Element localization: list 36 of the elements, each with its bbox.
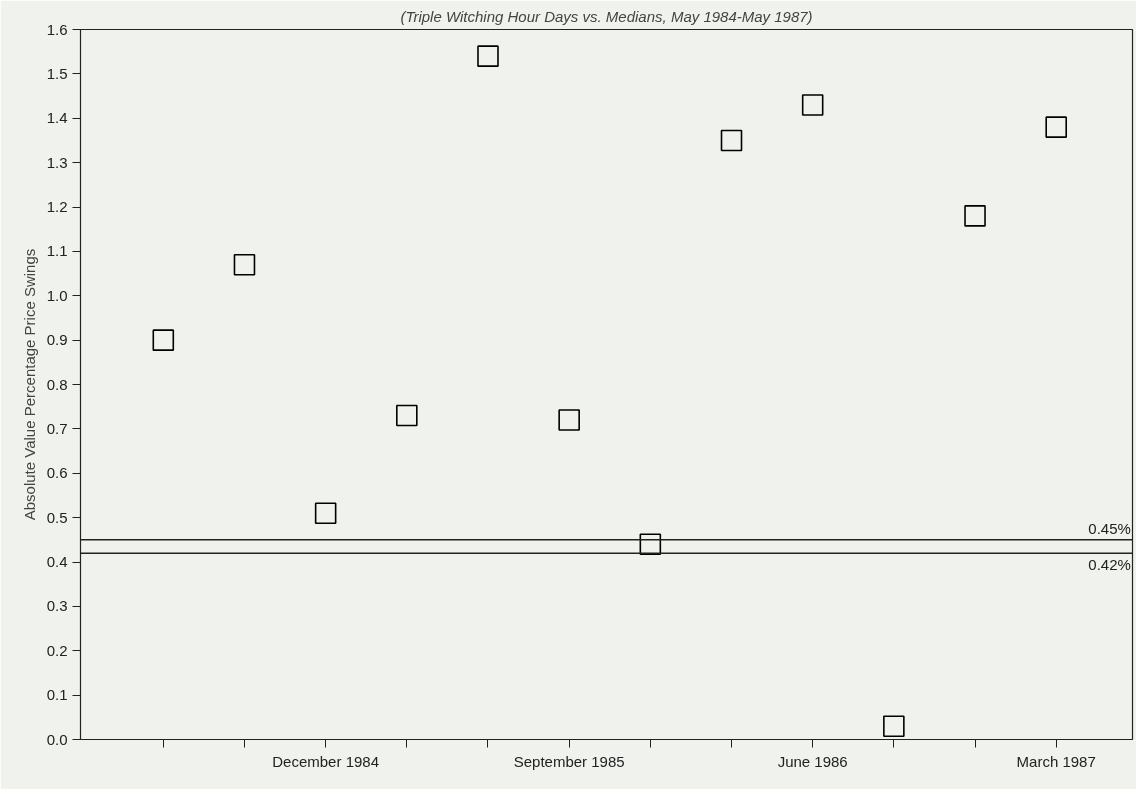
- y-tick-label: 0.0: [46, 730, 68, 748]
- point: [477, 45, 499, 67]
- y-tick-label: 0.7: [46, 419, 68, 437]
- point: [883, 715, 905, 737]
- y-tick-label: 1.6: [46, 20, 68, 38]
- y-tick-label: 0.4: [46, 553, 68, 570]
- point: [558, 409, 580, 431]
- point: [720, 129, 743, 152]
- y-tick-label: 0.3: [46, 597, 68, 615]
- y-tick-label: 1.1: [46, 242, 68, 260]
- y-tick-label: 0.6: [46, 464, 68, 482]
- y-tick-label: 1.2: [46, 198, 68, 215]
- point: [233, 253, 256, 276]
- y-axis-title: Absolute Value Percentage Price Swings: [20, 248, 38, 521]
- y-tick-label: 1.0: [46, 286, 68, 304]
- y-tick-label: 0.9: [46, 331, 68, 349]
- x-tick-label: December 1984: [272, 752, 380, 770]
- point: [1045, 116, 1067, 138]
- point: [152, 329, 175, 351]
- y-tick-label: 0.2: [46, 641, 68, 659]
- point: [801, 94, 824, 116]
- x-tick-label: March 1987: [1016, 752, 1096, 770]
- ref-line-label: 0.45%: [1088, 519, 1131, 537]
- y-tick-label: 1.5: [46, 64, 68, 82]
- x-tick-label: September 1985: [513, 752, 625, 770]
- y-tick-label: 0.8: [46, 375, 68, 393]
- point: [396, 404, 418, 427]
- point: [314, 502, 337, 524]
- chart-title: (Triple Witching Hour Days vs. Medians, May 1984-May 1987): [400, 7, 813, 25]
- y-tick-label: 0.5: [46, 508, 68, 526]
- y-tick-label: 0.1: [46, 686, 68, 704]
- point: [964, 205, 986, 227]
- x-tick-label: June 1986: [777, 752, 848, 770]
- y-tick-label: 1.4: [46, 109, 68, 127]
- y-tick-label: 1.3: [46, 153, 68, 171]
- ref-line-label: 0.42%: [1088, 556, 1131, 574]
